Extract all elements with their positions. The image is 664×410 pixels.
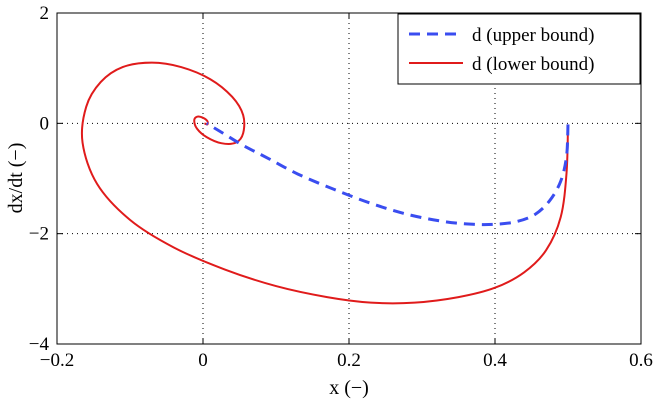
y-tick-label: −2 xyxy=(29,224,49,245)
legend: d (upper bound) d (lower bound) xyxy=(397,13,641,85)
series-lines xyxy=(80,61,570,305)
x-tick-label: 0.2 xyxy=(337,350,361,371)
x-tick-label: 0.4 xyxy=(483,350,507,371)
legend-label-upper-bound: d (upper bound) xyxy=(472,25,594,46)
x-tick-label: 0.6 xyxy=(629,350,653,371)
y-axis-label: dx/dt (−) xyxy=(5,143,27,214)
x-tick-label: −0.2 xyxy=(40,350,74,371)
series-line-lower-bound xyxy=(80,61,569,305)
x-tick-label: 0 xyxy=(198,350,208,371)
axis-ticks: −0.2 0 0.2 0.4 0.6 −4 −2 0 2 xyxy=(29,3,653,371)
x-axis-label: x (−) xyxy=(329,377,369,399)
y-tick-label: −4 xyxy=(29,334,50,355)
y-tick-label: 2 xyxy=(40,3,50,24)
legend-box xyxy=(397,13,641,85)
y-tick-label: 0 xyxy=(40,113,50,134)
series-line-upper-bound xyxy=(205,122,570,227)
legend-label-lower-bound: d (lower bound) xyxy=(472,54,594,75)
